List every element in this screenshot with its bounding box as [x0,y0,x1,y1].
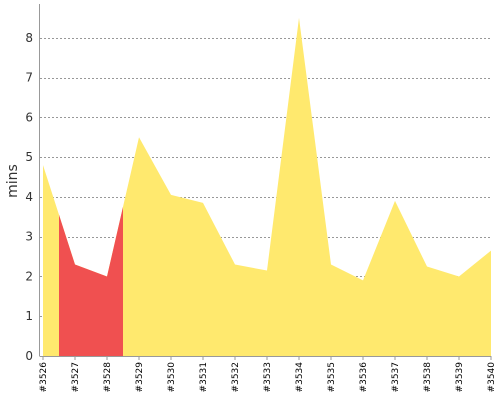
x-tick-label: #3534 [295,362,305,393]
y-tick-label: 7 [25,71,33,85]
x-tick-label: #3536 [359,362,369,393]
x-tick-label: #3528 [103,362,113,393]
y-tick-label: 0 [25,349,33,363]
x-tick-label: #3526 [39,362,49,393]
highlight-area-0 [59,206,123,356]
y-tick-labels: 0 1 2 3 4 5 6 7 8 [25,31,33,363]
x-tick-label: #3540 [487,362,497,393]
x-tick-label: #3527 [71,362,81,392]
x-tick-label: #3530 [167,362,177,393]
y-tick-label: 4 [25,190,33,204]
x-tick-label: #3533 [263,362,273,392]
y-tick-label: 3 [25,230,33,244]
area-fill [43,17,491,357]
x-tick-label: #3538 [423,362,433,393]
y-tick-label: 8 [25,31,33,45]
x-tick-label: #3532 [231,362,241,392]
axes [39,4,491,357]
y-tick-label: 6 [25,110,33,124]
area-series [43,17,491,357]
x-tick-label: #3539 [455,362,465,393]
x-tick-labels: #3526 #3527 #3528 #3529 #3530 #3531 #3532 #3533… [39,356,497,392]
x-tick-label: #3531 [199,362,209,392]
y-axis-title: mins [5,164,21,198]
x-tick-label: #3535 [327,362,337,392]
x-tick-label: #3537 [391,362,401,392]
y-tick-label: 2 [25,269,33,283]
y-tick-label: 1 [25,309,33,323]
y-tick-label: 5 [25,150,33,164]
x-tick-label: #3529 [135,362,145,393]
